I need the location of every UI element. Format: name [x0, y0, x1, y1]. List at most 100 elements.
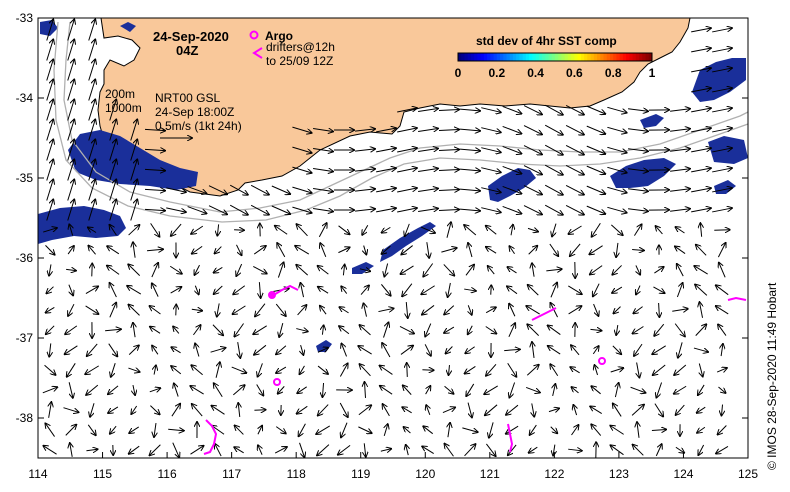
current-vector [462, 427, 477, 432]
current-vector [565, 144, 584, 154]
current-vector [212, 324, 223, 335]
current-vector [88, 59, 96, 81]
current-vector [150, 306, 161, 315]
current-vector [46, 119, 54, 141]
current-vector [529, 446, 538, 453]
colorbar-segment [567, 53, 572, 61]
current-vector [109, 179, 117, 201]
current-vector [378, 308, 393, 311]
current-vector [397, 128, 417, 133]
current-vector [511, 225, 513, 236]
x-tick-label: 120 [415, 467, 435, 481]
scale-label: 0.5m/s (1kt 24h) [155, 119, 242, 133]
current-vector [208, 185, 227, 195]
current-vector [716, 306, 729, 315]
current-vector [675, 446, 684, 453]
current-vector [678, 342, 683, 357]
current-vector [144, 129, 165, 130]
current-vector [358, 346, 372, 355]
current-vector [254, 410, 265, 411]
current-vector [171, 223, 182, 236]
current-vector [292, 166, 311, 173]
current-vector [670, 189, 690, 192]
colorbar-segment [616, 53, 621, 61]
current-vector [376, 168, 396, 173]
current-vector [613, 404, 622, 417]
current-vector [397, 148, 417, 153]
current-vector [214, 383, 223, 398]
colorbar-segment [587, 53, 592, 61]
current-vector [610, 368, 624, 373]
current-vector [674, 385, 687, 393]
current-vectors [43, 19, 732, 457]
current-vector [468, 305, 471, 314]
current-vector [88, 119, 96, 141]
colorbar-segment [555, 53, 559, 61]
current-vector [355, 169, 375, 171]
current-vector [509, 246, 515, 255]
current-vector [110, 225, 117, 236]
current-vector [573, 405, 576, 416]
current-vector [214, 266, 223, 272]
current-vector [278, 386, 285, 393]
current-vector [426, 405, 430, 415]
current-vector [46, 325, 55, 334]
current-vector [610, 426, 624, 435]
colorbar-segment [629, 53, 634, 61]
current-vector [65, 345, 78, 354]
current-vector [364, 245, 367, 255]
current-vector [721, 344, 723, 357]
current-vector [593, 303, 599, 316]
colorbar-segment [509, 53, 514, 61]
current-vector [212, 426, 225, 435]
colorbar-segment [519, 53, 524, 61]
colorbar-tick-label: 0.2 [488, 66, 505, 80]
y-tick-label: -36 [16, 251, 34, 265]
current-vector [250, 204, 269, 214]
current-vector [236, 244, 241, 255]
current-vector [438, 170, 459, 171]
colorbar-segment [487, 53, 491, 61]
current-vector [363, 303, 366, 317]
current-vector [86, 449, 97, 451]
current-vector [445, 444, 454, 457]
current-vector [111, 363, 116, 377]
colorbar-segment [597, 53, 601, 61]
current-vector [459, 169, 480, 171]
current-vector [691, 68, 711, 73]
current-vector [355, 189, 375, 191]
current-vector [128, 345, 139, 355]
current-vector [571, 387, 579, 394]
current-vector [403, 385, 412, 395]
current-vector [466, 383, 475, 396]
current-vector [88, 179, 96, 201]
current-vector [607, 166, 626, 172]
current-vector [718, 386, 725, 393]
current-vector [127, 286, 142, 295]
current-vector [628, 209, 648, 212]
current-vector [297, 386, 307, 393]
current-vector [506, 404, 519, 415]
current-vector [628, 169, 648, 172]
current-vector [637, 362, 640, 378]
colorbar-segment [574, 53, 579, 61]
current-vector [571, 345, 580, 356]
current-vector [481, 207, 500, 213]
x-tick-label: 118 [287, 467, 306, 481]
current-vector [85, 286, 98, 295]
current-vector [152, 283, 159, 297]
colorbar-segment [561, 53, 566, 61]
current-vector [195, 343, 199, 357]
current-vector [144, 189, 165, 190]
current-vector [67, 246, 74, 255]
current-vector [550, 364, 559, 376]
current-vector [565, 184, 584, 194]
current-vector [422, 305, 435, 314]
colorbar-segment [529, 53, 533, 61]
colorbar-segment [551, 53, 556, 61]
current-vector [358, 405, 371, 416]
current-vector [276, 366, 287, 373]
current-valid: 24-Sep 18:00Z [155, 105, 234, 119]
x-tick-label: 115 [93, 467, 112, 481]
current-vector [147, 249, 163, 250]
